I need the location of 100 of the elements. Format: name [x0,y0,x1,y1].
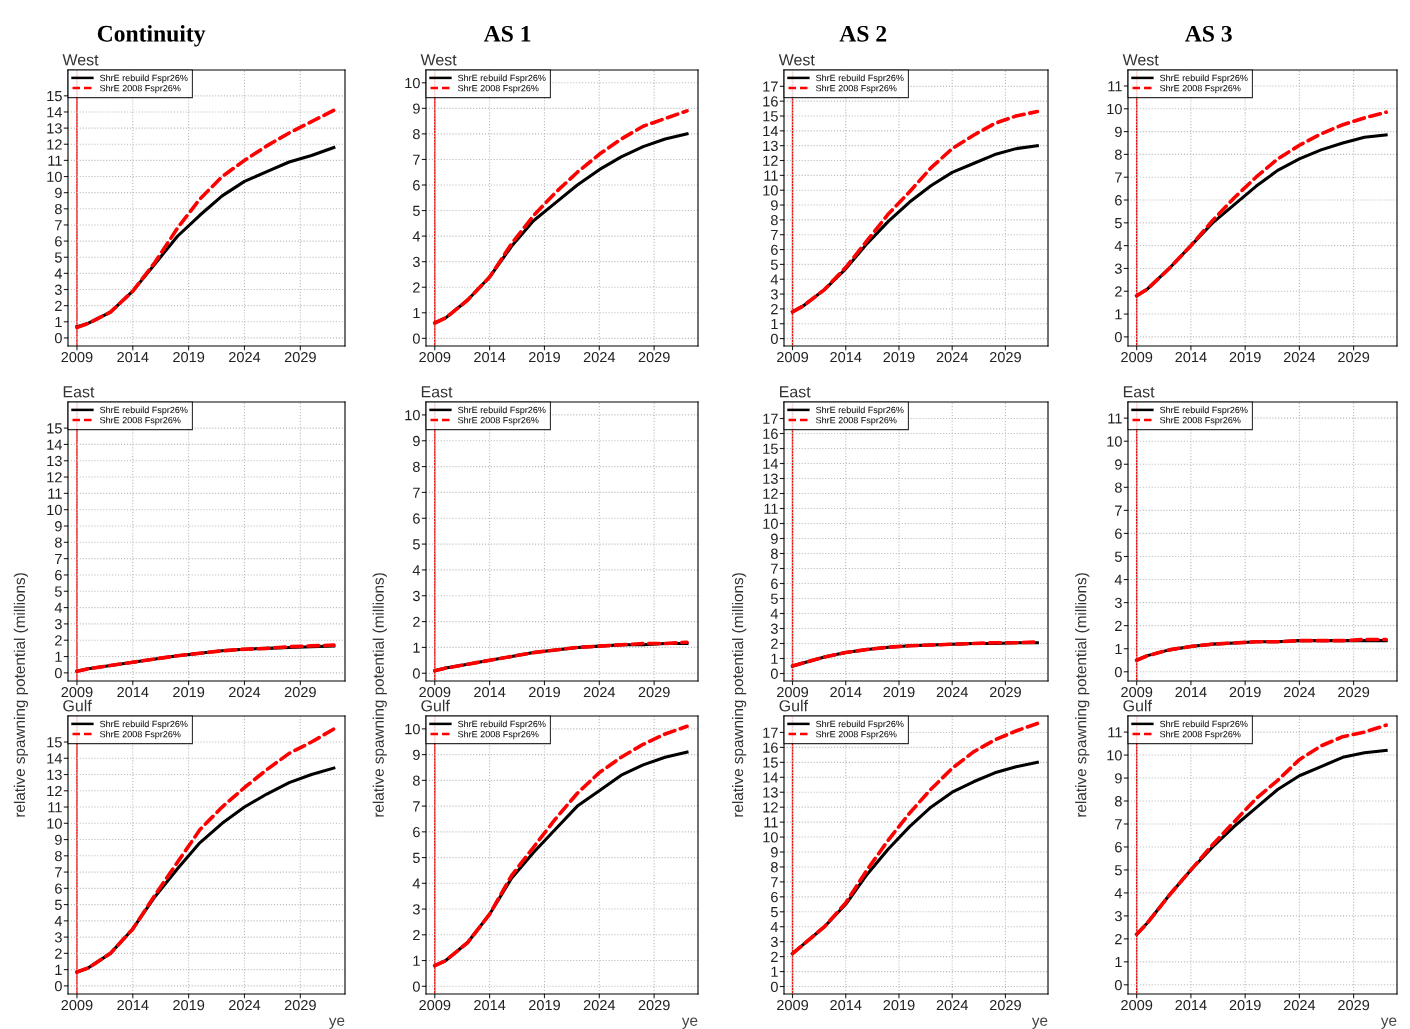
chart-title: AS 2 [839,25,887,42]
y-tick-label: 6 [55,570,62,581]
y-tick-label: 10 [1107,436,1122,447]
y-tick-label: 4 [54,268,63,279]
y-tick-label: 8 [1114,149,1122,160]
y-tick-label: 7 [413,154,420,165]
y-tick-label: 3 [412,904,420,915]
y-tick-label: 8 [770,862,778,873]
y-tick-label: 13 [47,769,62,780]
x-tick-label: 2019 [173,351,205,363]
y-tick-label: 11 [48,155,62,166]
y-tick-label: 15 [763,757,778,768]
chart-subtitle: West [778,54,815,66]
y-tick-label: 8 [412,128,420,140]
y-tick-label: 5 [412,539,420,550]
y-tick-label: 12 [47,472,62,483]
x-tick-label: 2029 [284,686,316,698]
y-tick-label: 9 [55,187,62,199]
x-tick-label: 2014 [117,686,149,698]
y-tick-label: 10 [405,77,420,89]
x-tick-label: 2024 [936,686,968,698]
x-tick-label: 2019 [528,686,560,698]
y-tick-label: 9 [55,834,62,845]
y-tick-label: 9 [1115,459,1122,470]
y-tick-label: 13 [763,140,778,152]
y-tick-label: 10 [405,723,420,735]
y-tick-label: 10 [47,504,62,516]
legend-label: ShrE rebuild Fspr26% [816,74,904,83]
legend-label: ShrE 2008 Fspr26% [458,730,539,740]
y-tick-label: 1 [1115,309,1122,320]
y-tick-label: 4 [1114,888,1123,899]
y-tick-label: 9 [771,200,778,211]
y-tick-label: 0 [770,981,778,992]
x-tick-label: 2029 [1338,999,1370,1011]
legend-label: ShrE rebuild Fspr26% [816,720,904,729]
x-tick-label: 2019 [528,999,560,1011]
x-axis-title: ye [1380,1017,1397,1029]
x-tick-label: 2009 [1121,999,1153,1011]
legend-label: ShrE rebuild Fspr26% [458,74,546,83]
y-tick-label: 1 [55,317,62,328]
y-tick-label: 13 [47,123,62,134]
y-tick-label: 14 [763,126,779,137]
y-tick-label: 11 [764,817,778,828]
x-tick-label: 2029 [638,351,670,363]
y-tick-label: 3 [770,936,778,948]
y-tick-label: 5 [1114,218,1122,229]
legend-label: ShrE rebuild Fspr26% [1160,406,1248,415]
y-tick-label: 7 [55,867,62,878]
y-tick-label: 10 [763,185,778,196]
y-tick-label: 3 [54,932,62,943]
y-tick-label: 8 [770,548,778,559]
y-tick-label: 5 [770,593,778,604]
y-tick-label: 9 [413,103,420,114]
y-tick-label: 1 [413,308,420,319]
y-tick-label: 4 [412,565,421,576]
x-tick-label: 2009 [1121,686,1153,698]
x-tick-label: 2014 [830,999,862,1011]
y-tick-label: 15 [47,737,62,748]
x-tick-label: 2009 [61,999,93,1011]
y-tick-label: 8 [1114,796,1122,807]
chart-subtitle: Gulf [779,699,809,712]
legend-label: ShrE rebuild Fspr26% [1160,720,1248,729]
x-tick-label: 2014 [1175,351,1207,363]
x-tick-label: 2014 [474,686,506,698]
y-tick-label: 13 [47,455,62,467]
legend-label: ShrE rebuild Fspr26% [458,406,546,415]
y-tick-label: 0 [770,333,778,345]
y-tick-label: 15 [47,91,62,102]
y-tick-label: 0 [54,667,62,679]
y-tick-label: 15 [763,443,778,454]
x-tick-label: 2019 [883,999,915,1011]
x-tick-label: 2019 [1229,999,1261,1011]
x-tick-label: 2014 [474,999,506,1011]
x-tick-label: 2009 [61,351,93,363]
y-tick-label: 0 [1114,331,1122,343]
y-tick-label: 6 [771,578,778,589]
y-tick-label: 9 [55,521,62,532]
x-tick-label: 2014 [474,351,506,363]
legend-label: ShrE 2008 Fspr26% [1160,730,1241,740]
y-tick-label: 2 [1115,933,1122,945]
legend-label: ShrE 2008 Fspr26% [816,730,897,740]
x-tick-label: 2024 [936,999,968,1011]
y-tick-label: 9 [413,435,420,447]
y-tick-label: 14 [47,753,63,764]
y-tick-label: 13 [763,787,778,798]
y-tick-label: 11 [1108,413,1122,424]
y-tick-label: 7 [1115,505,1122,516]
y-tick-label: 0 [54,333,62,344]
legend-label: ShrE 2008 Fspr26% [458,416,539,426]
y-tick-label: 10 [763,518,778,529]
y-tick-label: 4 [770,274,779,285]
y-tick-label: 2 [771,304,778,315]
y-tick-label: 8 [54,203,62,215]
y-tick-label: 1 [55,651,62,662]
y-tick-label: 5 [770,259,778,270]
x-tick-label: 2024 [228,351,261,363]
x-tick-label: 2024 [1283,686,1316,698]
y-tick-label: 14 [47,439,63,450]
x-axis-title: ye [328,1017,345,1029]
y-tick-label: 9 [771,847,778,858]
